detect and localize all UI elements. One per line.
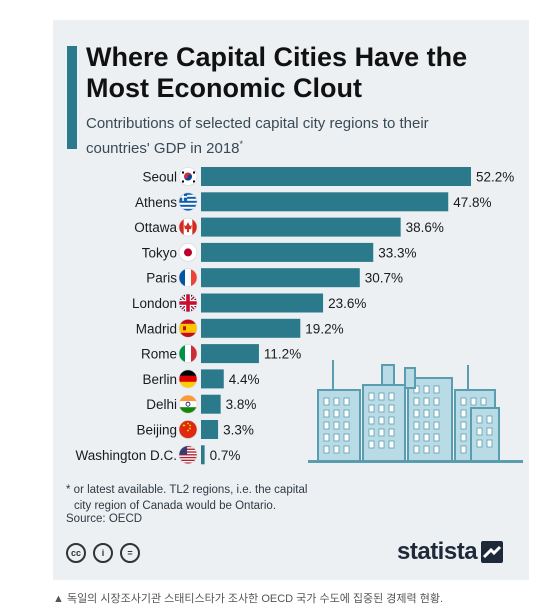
bar (201, 445, 205, 465)
bar-row: Beijing 3.3% (136, 420, 254, 439)
bar (201, 369, 224, 389)
value-label: 47.8% (453, 195, 491, 210)
bar (201, 394, 221, 414)
statista-logo-icon (481, 541, 504, 563)
skyline-building (404, 367, 416, 389)
skyline-ground (308, 460, 523, 463)
canada-flag-icon (178, 217, 198, 237)
uk-flag-icon (178, 293, 198, 313)
bar (201, 344, 259, 364)
photo-caption: ▲ 독일의 시장조사기관 스태티스타가 조사한 OECD 국가 수도에 집중된 … (53, 593, 444, 605)
bar-row: Berlin 4.4% (142, 369, 260, 389)
bar (201, 268, 360, 288)
category-label: Beijing (136, 423, 177, 438)
footnote: * or latest available. TL2 regions, i.e.… (66, 482, 366, 514)
license-icons: cc i = (66, 543, 140, 563)
category-label: London (132, 296, 177, 311)
bar-row: Washington D.C. 0.7% (75, 445, 241, 465)
category-label: Paris (146, 271, 177, 286)
category-label: Athens (135, 195, 177, 210)
subtitle-footnote-mark: * (239, 139, 244, 149)
italy-flag-icon (178, 344, 198, 363)
value-label: 23.6% (328, 296, 366, 311)
bar (201, 293, 324, 313)
category-label: Berlin (142, 372, 177, 387)
category-label: Washington D.C. (75, 448, 177, 463)
bar-row: Ottawa 38.6% (134, 217, 444, 237)
skyline-building (317, 389, 361, 463)
city-skyline-illustration (308, 360, 523, 463)
chart-subtitle: Contributions of selected capital city r… (86, 114, 486, 159)
bar-row: Tokyo 33.3% (142, 242, 417, 262)
subtitle-text: Contributions of selected capital city r… (86, 115, 429, 157)
bar-row: London 23.6% (132, 293, 366, 313)
france-flag-icon (178, 268, 198, 287)
bar-row: Paris 30.7% (146, 268, 403, 288)
chart-title: Where Capital Cities Have the Most Econo… (86, 42, 468, 103)
india-flag-icon (178, 394, 198, 414)
footnote-line-1: * or latest available. TL2 regions, i.e.… (66, 484, 308, 496)
category-label: Rome (141, 347, 177, 362)
germany-flag-icon (178, 369, 198, 389)
skyline-building (381, 364, 395, 386)
bar (201, 242, 374, 262)
bar-row: Seoul 52.2% (142, 167, 514, 186)
usa-flag-icon (178, 445, 198, 465)
value-label: 4.4% (229, 372, 260, 387)
bar (201, 420, 219, 439)
china-flag-icon (178, 420, 198, 439)
attribution-icon[interactable]: i (93, 543, 113, 563)
value-label: 3.8% (226, 397, 257, 412)
footnote-line-2: city region of Canada would be Ontario. (74, 500, 277, 512)
cc-icon[interactable]: cc (66, 543, 86, 563)
title-accent-bar (67, 46, 77, 149)
statista-logo[interactable]: statista (397, 538, 504, 566)
value-label: 38.6% (406, 220, 444, 235)
bar (201, 217, 401, 237)
bar-chart: Seoul 52.2% Athens 47.8% Ottawa 38.6% Tokyo 33.… (75, 167, 523, 465)
bar (201, 167, 471, 186)
category-label: Madrid (136, 321, 177, 336)
value-label: 52.2% (476, 170, 514, 185)
bar-row: Madrid 19.2% (136, 318, 344, 338)
category-label: Seoul (142, 170, 177, 185)
value-label: 30.7% (365, 271, 403, 286)
south-korea-flag-icon (178, 167, 198, 186)
bar-row: Athens 47.8% (135, 192, 492, 212)
value-label: 11.2% (264, 347, 301, 362)
category-label: Tokyo (142, 245, 177, 260)
value-label: 3.3% (223, 423, 254, 438)
value-label: 0.7% (210, 448, 241, 463)
greece-flag-icon (178, 192, 198, 212)
source-note: Source: OECD (66, 513, 143, 525)
category-label: Ottawa (134, 220, 177, 235)
japan-flag-icon (178, 243, 198, 262)
value-label: 33.3% (378, 245, 416, 260)
bar (201, 318, 301, 338)
spain-flag-icon (178, 319, 198, 338)
skyline-building (362, 384, 406, 463)
category-label: Delhi (146, 397, 177, 412)
skyline-building (470, 407, 500, 463)
bar-row: Delhi 3.8% (146, 394, 257, 414)
statista-wordmark: statista (397, 538, 478, 565)
skyline-building (407, 377, 453, 463)
no-derivatives-icon[interactable]: = (120, 543, 140, 563)
value-label: 19.2% (305, 321, 343, 336)
bar-row: Rome 11.2% (141, 344, 301, 364)
bar (201, 192, 449, 212)
